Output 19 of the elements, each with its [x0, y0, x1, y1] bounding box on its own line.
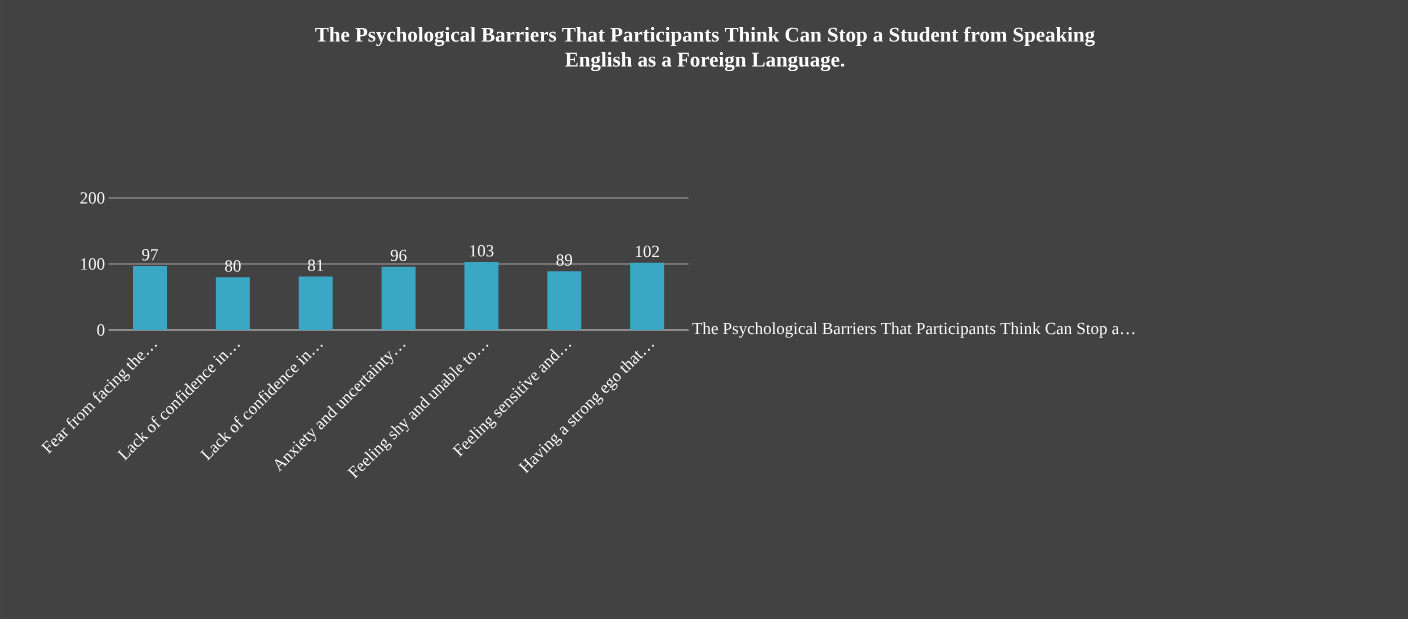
- bar: [133, 265, 168, 330]
- y-tick-label: 0: [97, 324, 105, 336]
- bar: [381, 266, 416, 330]
- bar: [298, 276, 333, 330]
- data-label: 89: [556, 254, 573, 266]
- data-label: 81: [307, 259, 324, 272]
- data-label: 80: [225, 260, 241, 272]
- bar: [215, 277, 250, 330]
- y-tick-label: 200: [80, 192, 105, 204]
- data-label: 102: [635, 245, 659, 258]
- chart-title: The Psychological Barriers That Participants Think Can Stop a Student from Speaking English as a Foreign Language.: [315, 26, 1095, 72]
- y-tick-label: 100: [81, 258, 105, 270]
- bar: [547, 271, 582, 330]
- data-label: 96: [390, 249, 407, 262]
- bar: [630, 262, 665, 330]
- bar: [464, 262, 499, 330]
- data-label: 97: [142, 249, 158, 261]
- series-label: The Psychological Barriers That Participants Think Can Stop a…: [692, 322, 1135, 338]
- data-label: 103: [470, 245, 494, 257]
